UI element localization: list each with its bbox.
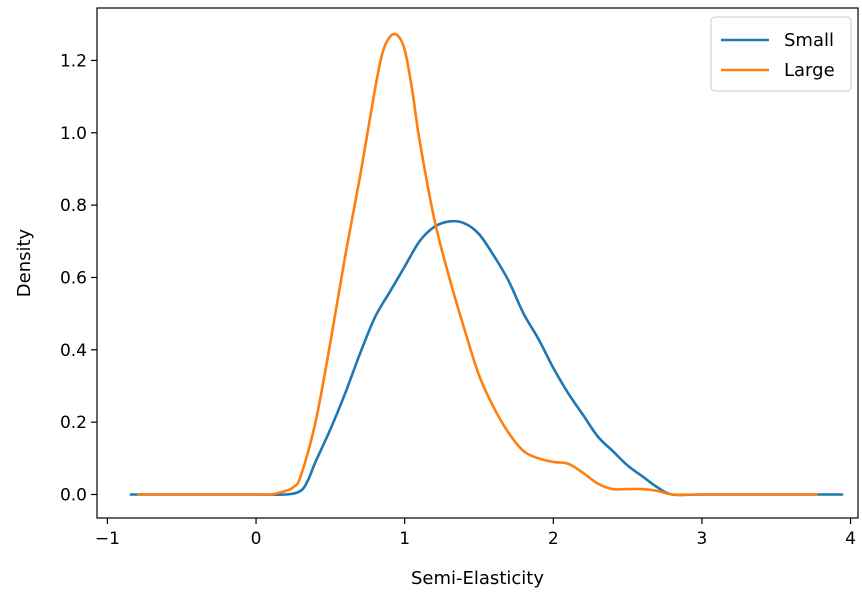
y-tick-label: 0.0 (60, 485, 87, 505)
series-line-small (129, 219, 844, 497)
y-tick-label: 1.0 (60, 124, 87, 144)
y-tick-label: 0.4 (60, 341, 87, 361)
x-tick-label: −1 (95, 529, 120, 549)
x-tick-label: 0 (251, 529, 262, 549)
legend-label-large: Large (784, 60, 835, 81)
y-axis-label: Density (14, 228, 35, 297)
series-layer (129, 32, 844, 497)
legend-box (710, 16, 852, 92)
x-tick-label: 3 (697, 529, 708, 549)
plot-area (96, 7, 859, 519)
x-axis: −1 0 1 2 3 4 (95, 518, 856, 549)
y-tick-label: 1.2 (60, 51, 87, 71)
y-tick-label: 0.2 (60, 413, 87, 433)
x-tick-label: 4 (845, 529, 856, 549)
legend: Small Large (710, 16, 852, 92)
x-tick-label: 2 (548, 529, 559, 549)
x-tick-label: 1 (399, 529, 410, 549)
x-axis-label: Semi-Elasticity (411, 568, 544, 589)
legend-label-small: Small (784, 30, 834, 51)
y-axis: 0.0 0.2 0.4 0.6 0.8 1.0 1.2 (60, 51, 97, 505)
y-tick-label: 0.6 (60, 268, 87, 288)
series-line-large (137, 32, 818, 497)
y-tick-label: 0.8 (60, 196, 87, 216)
